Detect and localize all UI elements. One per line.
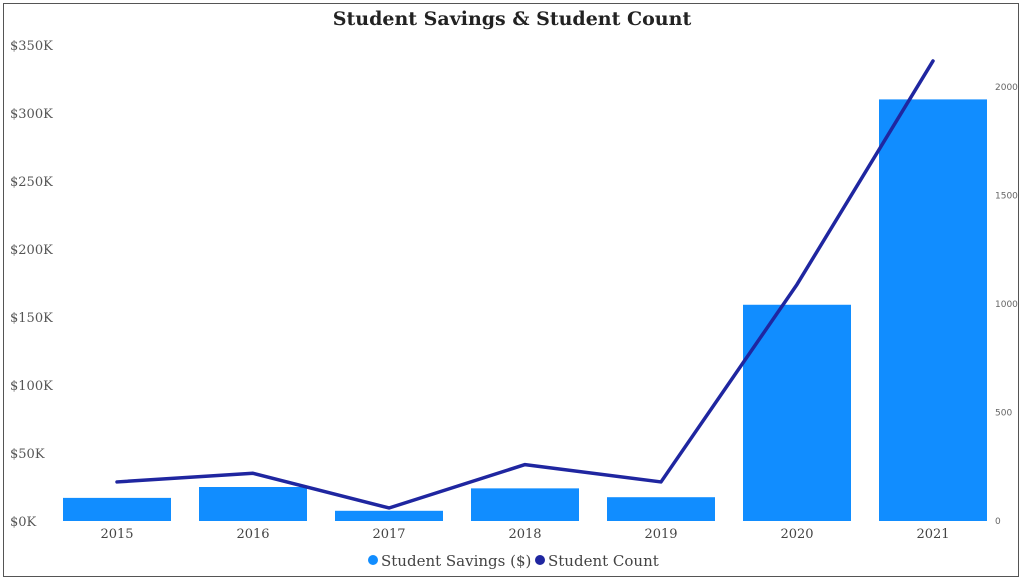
bar: [335, 510, 443, 521]
right-tick-label: 0: [995, 517, 1001, 527]
left-tick-label: $300K: [10, 107, 53, 122]
legend[interactable]: Student Savings ($) Student Count: [368, 552, 659, 570]
right-axis: 0 500 1000 1500 2000: [995, 83, 1018, 527]
x-tick-label: 2019: [644, 527, 677, 542]
left-tick-label: $0K: [10, 515, 37, 530]
legend-line-marker: [535, 555, 545, 565]
right-tick-label: 500: [995, 409, 1012, 419]
left-tick-label: $50K: [10, 447, 45, 462]
x-tick-label: 2020: [780, 527, 813, 542]
legend-bar-marker: [368, 555, 378, 565]
legend-bar-label[interactable]: Student Savings ($): [381, 552, 531, 570]
right-tick-label: 1500: [995, 192, 1018, 202]
left-tick-label: $100K: [10, 379, 53, 394]
line-series: [115, 59, 935, 510]
bar: [471, 488, 579, 521]
x-tick-label: 2018: [508, 527, 541, 542]
bar: [743, 304, 851, 521]
bar-series: [63, 99, 987, 522]
bar: [879, 99, 987, 522]
x-axis: 2015 2016 2017 2018 2019 2020 2021: [100, 527, 949, 542]
right-tick-label: 1000: [995, 300, 1018, 310]
bar: [607, 497, 715, 521]
x-tick-label: 2021: [916, 527, 949, 542]
left-tick-label: $250K: [10, 175, 53, 190]
bar: [199, 487, 307, 521]
x-tick-label: 2016: [236, 527, 269, 542]
left-tick-label: $200K: [10, 243, 53, 258]
left-tick-label: $150K: [10, 311, 53, 326]
left-tick-label: $350K: [10, 39, 53, 54]
chart-title: Student Savings & Student Count: [333, 8, 692, 30]
right-tick-label: 2000: [995, 83, 1018, 93]
legend-line-label[interactable]: Student Count: [548, 552, 659, 570]
bar: [63, 497, 171, 521]
x-tick-label: 2017: [372, 527, 405, 542]
series-line: [115, 59, 935, 510]
left-axis: $0K $50K $100K $150K $200K $250K $300K $350K: [10, 39, 53, 530]
x-tick-label: 2015: [100, 527, 133, 542]
